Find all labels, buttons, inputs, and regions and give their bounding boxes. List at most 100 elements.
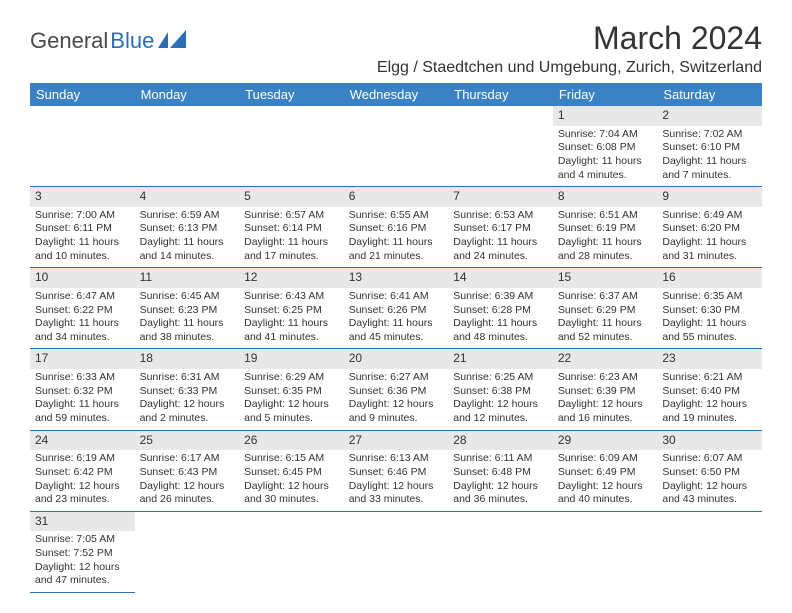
daylight-text: Daylight: 12 hours and 40 minutes. [558,480,653,507]
day-header: Sunday [30,83,135,106]
calendar-day-cell: 2Sunrise: 7:02 AMSunset: 6:10 PMDaylight… [657,106,762,187]
daylight-text: Daylight: 11 hours and 4 minutes. [558,155,653,182]
day-details: Sunrise: 6:35 AMSunset: 6:30 PMDaylight:… [662,290,757,345]
calendar-day-cell: 20Sunrise: 6:27 AMSunset: 6:36 PMDayligh… [344,349,449,430]
sunset-text: Sunset: 6:40 PM [662,385,757,399]
sunrise-text: Sunrise: 6:29 AM [244,371,339,385]
day-number: 9 [657,187,762,207]
daylight-text: Daylight: 11 hours and 21 minutes. [349,236,444,263]
day-header-row: Sunday Monday Tuesday Wednesday Thursday… [30,83,762,106]
day-number: 7 [448,187,553,207]
daylight-text: Daylight: 11 hours and 28 minutes. [558,236,653,263]
calendar-body: 1Sunrise: 7:04 AMSunset: 6:08 PMDaylight… [30,106,762,592]
sunset-text: Sunset: 6:33 PM [140,385,235,399]
day-number: 18 [135,349,240,369]
sunrise-text: Sunrise: 6:31 AM [140,371,235,385]
brand-general: General [30,28,108,54]
calendar-week-row: 17Sunrise: 6:33 AMSunset: 6:32 PMDayligh… [30,349,762,430]
page-header: General Blue March 2024 Elgg / Staedtche… [30,20,762,77]
daylight-text: Daylight: 11 hours and 17 minutes. [244,236,339,263]
sunset-text: Sunset: 6:42 PM [35,466,130,480]
sunset-text: Sunset: 6:30 PM [662,304,757,318]
sunset-text: Sunset: 6:23 PM [140,304,235,318]
calendar-day-cell: 31Sunrise: 7:05 AMSunset: 7:52 PMDayligh… [30,511,135,592]
sunset-text: Sunset: 6:17 PM [453,222,548,236]
brand-blue: Blue [110,28,154,54]
day-details: Sunrise: 6:15 AMSunset: 6:45 PMDaylight:… [244,452,339,507]
daylight-text: Daylight: 12 hours and 5 minutes. [244,398,339,425]
daylight-text: Daylight: 12 hours and 33 minutes. [349,480,444,507]
calendar-day-cell: 30Sunrise: 6:07 AMSunset: 6:50 PMDayligh… [657,430,762,511]
day-number: 6 [344,187,449,207]
daylight-text: Daylight: 12 hours and 9 minutes. [349,398,444,425]
sunset-text: Sunset: 6:46 PM [349,466,444,480]
day-details: Sunrise: 6:41 AMSunset: 6:26 PMDaylight:… [349,290,444,345]
sunrise-text: Sunrise: 6:45 AM [140,290,235,304]
day-details: Sunrise: 6:27 AMSunset: 6:36 PMDaylight:… [349,371,444,426]
daylight-text: Daylight: 12 hours and 19 minutes. [662,398,757,425]
sunset-text: Sunset: 6:49 PM [558,466,653,480]
day-details: Sunrise: 7:04 AMSunset: 6:08 PMDaylight:… [558,128,653,183]
daylight-text: Daylight: 11 hours and 38 minutes. [140,317,235,344]
day-details: Sunrise: 7:05 AMSunset: 7:52 PMDaylight:… [35,533,130,588]
day-details: Sunrise: 6:55 AMSunset: 6:16 PMDaylight:… [349,209,444,264]
sunset-text: Sunset: 6:13 PM [140,222,235,236]
sunset-text: Sunset: 6:45 PM [244,466,339,480]
calendar-page: General Blue March 2024 Elgg / Staedtche… [0,0,792,613]
sunrise-text: Sunrise: 7:04 AM [558,128,653,142]
sunrise-text: Sunrise: 7:02 AM [662,128,757,142]
sunrise-text: Sunrise: 6:17 AM [140,452,235,466]
sunrise-text: Sunrise: 6:33 AM [35,371,130,385]
daylight-text: Daylight: 12 hours and 23 minutes. [35,480,130,507]
calendar-day-cell: 25Sunrise: 6:17 AMSunset: 6:43 PMDayligh… [135,430,240,511]
day-header: Tuesday [239,83,344,106]
calendar-day-cell: 21Sunrise: 6:25 AMSunset: 6:38 PMDayligh… [448,349,553,430]
day-details: Sunrise: 6:25 AMSunset: 6:38 PMDaylight:… [453,371,548,426]
calendar-day-cell: 23Sunrise: 6:21 AMSunset: 6:40 PMDayligh… [657,349,762,430]
day-details: Sunrise: 6:47 AMSunset: 6:22 PMDaylight:… [35,290,130,345]
sunset-text: Sunset: 6:38 PM [453,385,548,399]
day-details: Sunrise: 6:43 AMSunset: 6:25 PMDaylight:… [244,290,339,345]
sunset-text: Sunset: 6:25 PM [244,304,339,318]
sunset-text: Sunset: 6:29 PM [558,304,653,318]
day-details: Sunrise: 6:31 AMSunset: 6:33 PMDaylight:… [140,371,235,426]
day-number: 12 [239,268,344,288]
month-title: March 2024 [377,20,762,57]
day-number: 2 [657,106,762,126]
calendar-day-cell [30,106,135,187]
day-details: Sunrise: 6:07 AMSunset: 6:50 PMDaylight:… [662,452,757,507]
calendar-day-cell: 4Sunrise: 6:59 AMSunset: 6:13 PMDaylight… [135,187,240,268]
day-details: Sunrise: 6:33 AMSunset: 6:32 PMDaylight:… [35,371,130,426]
calendar-week-row: 3Sunrise: 7:00 AMSunset: 6:11 PMDaylight… [30,187,762,268]
daylight-text: Daylight: 11 hours and 14 minutes. [140,236,235,263]
day-number: 17 [30,349,135,369]
sunset-text: Sunset: 6:32 PM [35,385,130,399]
daylight-text: Daylight: 12 hours and 30 minutes. [244,480,339,507]
daylight-text: Daylight: 12 hours and 36 minutes. [453,480,548,507]
day-number: 4 [135,187,240,207]
day-details: Sunrise: 7:02 AMSunset: 6:10 PMDaylight:… [662,128,757,183]
calendar-day-cell [239,511,344,592]
day-number: 1 [553,106,658,126]
day-header: Thursday [448,83,553,106]
calendar-day-cell: 12Sunrise: 6:43 AMSunset: 6:25 PMDayligh… [239,268,344,349]
day-details: Sunrise: 6:17 AMSunset: 6:43 PMDaylight:… [140,452,235,507]
calendar-day-cell: 24Sunrise: 6:19 AMSunset: 6:42 PMDayligh… [30,430,135,511]
calendar-week-row: 1Sunrise: 7:04 AMSunset: 6:08 PMDaylight… [30,106,762,187]
daylight-text: Daylight: 11 hours and 48 minutes. [453,317,548,344]
day-number: 31 [30,512,135,532]
sunrise-text: Sunrise: 6:11 AM [453,452,548,466]
day-number: 3 [30,187,135,207]
sunrise-text: Sunrise: 6:07 AM [662,452,757,466]
sunset-text: Sunset: 6:19 PM [558,222,653,236]
day-number: 13 [344,268,449,288]
calendar-day-cell [553,511,658,592]
title-block: March 2024 Elgg / Staedtchen und Umgebun… [377,20,762,77]
day-details: Sunrise: 6:57 AMSunset: 6:14 PMDaylight:… [244,209,339,264]
sunset-text: Sunset: 6:43 PM [140,466,235,480]
sunset-text: Sunset: 6:28 PM [453,304,548,318]
sunrise-text: Sunrise: 6:37 AM [558,290,653,304]
day-details: Sunrise: 6:29 AMSunset: 6:35 PMDaylight:… [244,371,339,426]
location-text: Elgg / Staedtchen und Umgebung, Zurich, … [377,59,762,77]
day-number: 14 [448,268,553,288]
